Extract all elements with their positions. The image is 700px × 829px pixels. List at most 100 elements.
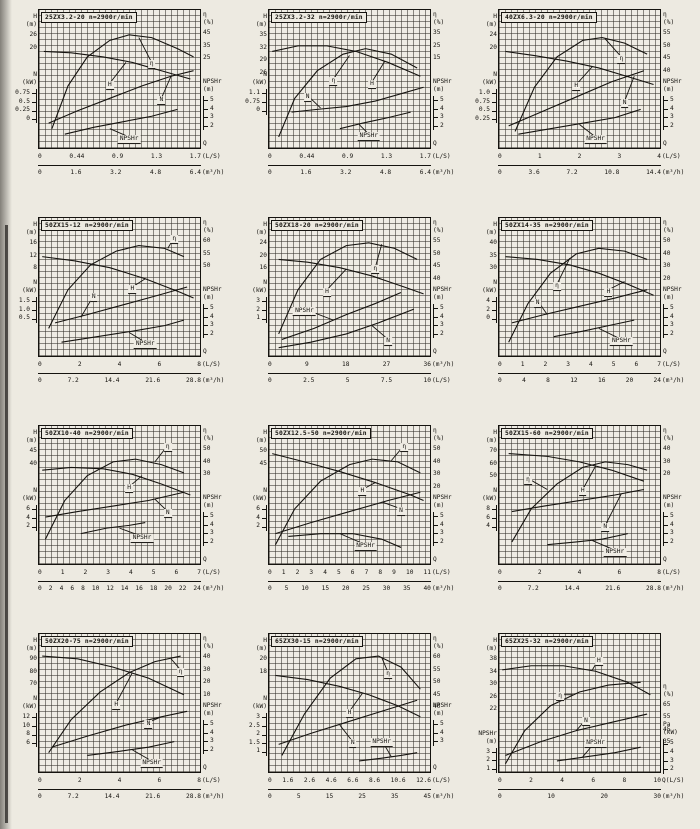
x-axis-row-2: 0 1.6 3.2 4.8 6.4 (m³/h) bbox=[38, 165, 224, 178]
axis-label: NPSHr bbox=[433, 78, 452, 85]
axis-tick: 2 bbox=[664, 765, 674, 774]
axis-unit: (m) bbox=[485, 737, 497, 745]
x-axis-unit: (L/S) bbox=[432, 153, 451, 160]
x-axis-unit: (m³/h) bbox=[202, 585, 225, 592]
x-axis: 0 1.6 2.6 4.6 6.6 8.6 10.6 12.6 (L/S) 0 5 15 25 35 45(… bbox=[268, 773, 454, 802]
curve-NPSHr bbox=[81, 523, 145, 534]
axis-unit: (kW) bbox=[22, 287, 37, 295]
x-tick: 5 bbox=[296, 793, 301, 800]
axis-tick: 2 bbox=[204, 538, 214, 547]
axis-bracket: 1.0 0.75 0.5 0.25 bbox=[475, 89, 497, 124]
x-tick: 30 bbox=[382, 585, 391, 592]
left-axis: H (m) 38 34 30 26 22 NPSHr (m) 3 2 1 bbox=[472, 633, 498, 774]
axis-label: H bbox=[263, 429, 267, 436]
x-tick: 0 bbox=[498, 793, 502, 800]
leader-line-η bbox=[382, 657, 388, 672]
axis-tick: 40 bbox=[663, 445, 671, 452]
x-tick: 3 bbox=[106, 569, 110, 576]
curve-label-H: H bbox=[345, 709, 354, 719]
x-axis-unit: (L/S) bbox=[432, 377, 451, 384]
right-axis: η (%) 40 30 20 10 NPSHr (m) 5 4 3 2 Q bbox=[201, 633, 236, 771]
axis-unit: (m) bbox=[433, 710, 445, 717]
x-tick: 1.6 bbox=[70, 169, 82, 176]
axis-tick: 4 bbox=[204, 521, 214, 530]
axis-tick: 40 bbox=[433, 274, 441, 282]
x-axis-row-1: 0 2 4 6 8 (L/S) bbox=[38, 774, 221, 786]
axis-tick: 3 bbox=[434, 529, 444, 538]
x-tick: 3 bbox=[617, 153, 622, 160]
axis-label: NPSHr bbox=[203, 494, 222, 501]
pump-curve-panel-12: H (m) 38 34 30 26 22 NPSHr (m) 3 2 1 65ZX25-32 n=290… bbox=[472, 633, 696, 815]
x-tick: 5 bbox=[345, 377, 350, 384]
chart-title: 50ZX15-12 n=2900r/min bbox=[41, 220, 133, 231]
curve-label-NPSHr: NPSHr bbox=[354, 542, 377, 552]
x-tick: 8.6 bbox=[368, 777, 381, 784]
x-tick: 6.4 bbox=[189, 169, 201, 176]
axis-label: N bbox=[33, 487, 37, 495]
curve-N bbox=[275, 492, 420, 533]
axis-tick: 1.0 bbox=[19, 306, 37, 315]
curve-H bbox=[42, 467, 190, 495]
x-tick: 10 bbox=[301, 585, 309, 592]
curve-N bbox=[509, 71, 644, 126]
axis-tick: 40 bbox=[29, 459, 37, 467]
x-tick: 0 bbox=[268, 569, 272, 576]
curve-label-NPSHr: NPSHr bbox=[357, 132, 381, 142]
x-tick: 0 bbox=[268, 361, 272, 368]
axis-tick: 2 bbox=[664, 330, 674, 339]
left-axis: H (m) 40 35 30 N (kW) 4 2 0 bbox=[472, 217, 498, 355]
axis-tick: 5 bbox=[664, 739, 674, 748]
x-tick: 0 bbox=[498, 585, 502, 592]
chart-title: 50ZX20-75 n=2900r/min bbox=[41, 636, 133, 647]
x-tick: 4 bbox=[589, 361, 593, 368]
x-tick: 14.4 bbox=[564, 585, 580, 592]
n-axis-group: N (kW) 1.5 1.0 0.5 bbox=[11, 279, 37, 323]
axis-tick: 3 bbox=[204, 737, 214, 746]
leader-line-η bbox=[375, 244, 381, 267]
axis-label: NPSHr bbox=[663, 286, 682, 293]
curve-NPSHr bbox=[340, 112, 411, 129]
x-tick: 0.9 bbox=[112, 153, 124, 160]
pump-curve-panel-3: H (m) 24 20 N (kW) 1.0 0.75 0.5 0.25 40ZX6.3-20 n=… bbox=[472, 9, 696, 191]
axis-tick: 30 bbox=[203, 665, 211, 673]
axis-label: N bbox=[263, 279, 267, 287]
x-tick: 25 bbox=[362, 585, 370, 592]
x-tick: 3 bbox=[566, 361, 570, 368]
axis-tick: 70 bbox=[489, 447, 497, 454]
axis-label: H bbox=[493, 13, 497, 20]
x-axis-unit: (L/S) bbox=[202, 153, 221, 160]
right-axis: η (%) 55 50 45 40 NPSHr (m) 5 4 3 2 Q bbox=[661, 9, 696, 147]
plot-grid: 40ZX6.3-20 n=2900r/min η H N NPSHr bbox=[498, 9, 661, 149]
axis-unit: (kW) bbox=[482, 79, 497, 87]
curve-label-N: N bbox=[157, 96, 166, 106]
curve-label-N: N bbox=[89, 293, 98, 303]
curve-NPSHr bbox=[288, 534, 401, 548]
x-tick: 7.2 bbox=[527, 585, 539, 592]
left-axis: H (m) 90 80 70 N (kW) 12 10 8 6 bbox=[12, 633, 38, 771]
x-tick: 0 bbox=[498, 777, 502, 784]
x-tick: 7.5 bbox=[380, 377, 393, 384]
curve-N bbox=[45, 492, 183, 517]
x-axis-row-2: 0 7.2 14.4 21.6 28.8 (m³/h) bbox=[498, 581, 684, 594]
leader-line-N bbox=[625, 76, 635, 101]
axis-unit: (%) bbox=[203, 435, 215, 442]
axis-tick: 5 bbox=[434, 96, 444, 105]
curve-NPSHr bbox=[282, 293, 401, 340]
plot-area-wrap: 50ZX14-35 n=2900r/min η H N NPSHr 0 1 2 3 4 5 6 7 (L/… bbox=[498, 217, 684, 399]
curve-label-H: H bbox=[594, 656, 603, 666]
axis-tick: 5 bbox=[664, 96, 674, 105]
axis-tick: 50 bbox=[203, 445, 211, 452]
axis-unit: (m) bbox=[485, 21, 497, 28]
axis-tick: 3 bbox=[204, 113, 214, 122]
axis-label: η bbox=[433, 219, 437, 226]
plot-grid: 50ZX15-60 n=2900r/min η H N NPSHr bbox=[498, 425, 661, 565]
x-tick: 6 bbox=[174, 569, 179, 576]
axis-label: NPSHr bbox=[663, 78, 682, 85]
curves-svg bbox=[499, 634, 660, 772]
curve-label-NPSHr: NPSHr bbox=[584, 134, 607, 144]
right-axis: η (%) 65 55 45 35 Pa (kW) 5 4 3 2 bbox=[661, 633, 696, 774]
